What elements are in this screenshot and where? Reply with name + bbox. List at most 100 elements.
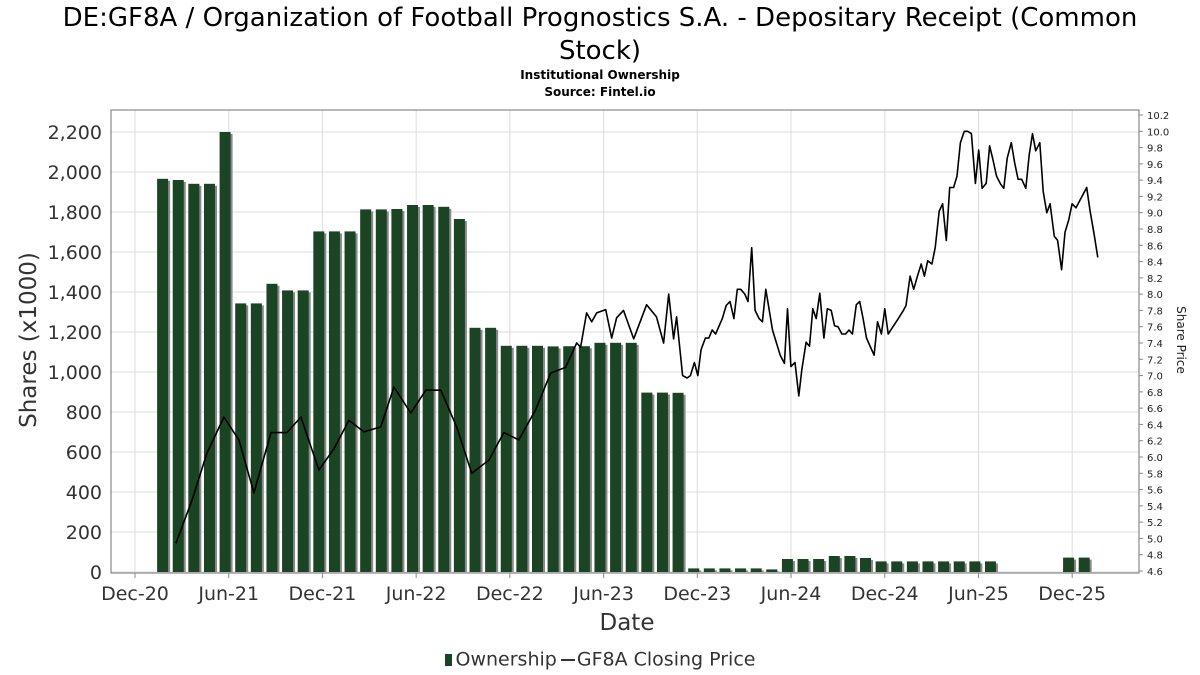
- ownership-bar: [469, 327, 481, 572]
- ownership-bar: [344, 231, 356, 572]
- x-tick-label: Dec-22: [476, 583, 544, 605]
- ownership-bar: [453, 219, 465, 572]
- ownership-bar: [781, 559, 793, 572]
- y2-tick-label: 7.6: [1147, 323, 1163, 334]
- ownership-bar: [422, 205, 434, 572]
- x-tick-label: Dec-21: [289, 583, 357, 605]
- ownership-bar: [953, 561, 965, 572]
- ownership-bar: [688, 568, 700, 572]
- ownership-bar: [969, 561, 981, 572]
- y-tick-label: 2,000: [48, 162, 102, 184]
- ownership-bar: [891, 561, 903, 572]
- ownership-bar: [875, 561, 887, 572]
- x-tick-label: Jun-24: [760, 583, 822, 605]
- y2-tick-label: 5.8: [1147, 469, 1163, 480]
- y2-tick-label: 8.0: [1147, 290, 1163, 301]
- y2-tick-label: 9.6: [1147, 160, 1163, 171]
- y2-tick-label: 6.8: [1147, 388, 1163, 399]
- ownership-bar: [563, 346, 575, 572]
- ownership-bar: [203, 183, 215, 573]
- ownership-bar: [844, 556, 856, 572]
- chart-title: DE:GF8A / Organization of Football Progn…: [0, 2, 1200, 68]
- ownership-bar: [938, 561, 950, 572]
- y2-tick-label: 9.4: [1147, 176, 1163, 187]
- y2-axis-label: Share Price: [1174, 306, 1188, 374]
- ownership-bar: [578, 346, 590, 572]
- ownership-bar: [610, 342, 622, 572]
- y2-tick-label: 7.2: [1147, 355, 1163, 366]
- ownership-bar: [157, 178, 169, 573]
- ownership-bar: [547, 346, 559, 572]
- ownership-bar: [1078, 557, 1090, 572]
- ownership-bar: [797, 559, 809, 572]
- ownership-bar: [703, 568, 715, 572]
- ownership-bar: [328, 231, 340, 572]
- y2-tick-label: 7.8: [1147, 306, 1163, 317]
- ownership-bar: [828, 556, 840, 572]
- price-line: [175, 130, 1099, 544]
- legend: Ownership GF8A Closing Price: [0, 648, 1200, 671]
- x-tick-label: Dec-24: [851, 583, 919, 605]
- ownership-bar: [625, 342, 637, 572]
- y-tick-label: 2,200: [48, 122, 102, 144]
- ownership-bar: [531, 345, 543, 572]
- ownership-bar: [407, 205, 419, 572]
- x-tick-label: Jun-23: [572, 583, 634, 605]
- x-tick-label: Jun-22: [385, 583, 447, 605]
- y-tick-label: 1,000: [48, 362, 102, 384]
- y2-tick-label: 5.6: [1147, 486, 1163, 497]
- ownership-bar: [656, 392, 668, 572]
- y2-tick-label: 4.6: [1147, 567, 1163, 578]
- ownership-bar: [594, 342, 606, 572]
- ownership-bar: [219, 132, 231, 572]
- ownership-bar: [266, 283, 278, 572]
- y2-tick-label: 9.2: [1147, 192, 1163, 203]
- y2-tick-label: 5.0: [1147, 534, 1163, 545]
- y2-tick-label: 8.4: [1147, 258, 1163, 269]
- legend-ownership-swatch: [444, 653, 452, 666]
- ownership-bar: [922, 561, 934, 572]
- y-tick-label: 400: [66, 482, 102, 504]
- ownership-bar: [500, 345, 512, 572]
- ownership-bar: [360, 209, 372, 572]
- chart-subtitle: Institutional Ownership: [520, 68, 680, 82]
- plot-area: [111, 110, 1139, 573]
- y2-tick-label: 9.8: [1147, 144, 1163, 155]
- y2-tick-label: 6.4: [1147, 420, 1163, 431]
- y2-tick-label: 6.0: [1147, 453, 1163, 464]
- title-line-2: Stock): [558, 36, 642, 66]
- y2-tick-label: 10.0: [1147, 127, 1169, 138]
- y2-tick-label: 10.2: [1147, 111, 1169, 122]
- ownership-bar: [250, 303, 262, 572]
- legend-price: GF8A Closing Price: [576, 648, 756, 671]
- ownership-bar: [516, 345, 528, 572]
- y2-tick-label: 8.6: [1147, 241, 1163, 252]
- ownership-bar: [485, 327, 497, 572]
- y2-tick-label: 8.8: [1147, 225, 1163, 236]
- y-tick-label: 1,200: [48, 322, 102, 344]
- y2-tick-label: 6.2: [1147, 437, 1163, 448]
- ownership-bar: [860, 558, 872, 572]
- ownership-bar: [766, 569, 778, 572]
- ownership-bar: [235, 303, 247, 572]
- ownership-bar: [906, 561, 918, 572]
- ownership-bar: [313, 231, 325, 572]
- ownership-bar: [735, 568, 747, 572]
- y2-tick-label: 5.4: [1147, 502, 1163, 513]
- y-tick-label: 800: [66, 402, 102, 424]
- ownership-bar: [375, 209, 387, 572]
- y2-tick-label: 4.8: [1147, 551, 1163, 562]
- legend-ownership: Ownership: [455, 648, 557, 671]
- x-tick-label: Dec-25: [1038, 583, 1106, 605]
- y2-tick-label: 6.6: [1147, 404, 1163, 415]
- ownership-bar: [672, 392, 684, 572]
- y-axis-label: Shares (x1000): [16, 252, 42, 428]
- ownership-bar: [641, 392, 653, 572]
- x-tick-label: Jun-25: [947, 583, 1009, 605]
- y-tick-label: 200: [66, 522, 102, 544]
- ownership-bar: [297, 290, 309, 572]
- y-tick-label: 1,800: [48, 202, 102, 224]
- y2-tick-label: 7.0: [1147, 372, 1163, 383]
- title-line-1: DE:GF8A / Organization of Football Progn…: [62, 3, 1138, 33]
